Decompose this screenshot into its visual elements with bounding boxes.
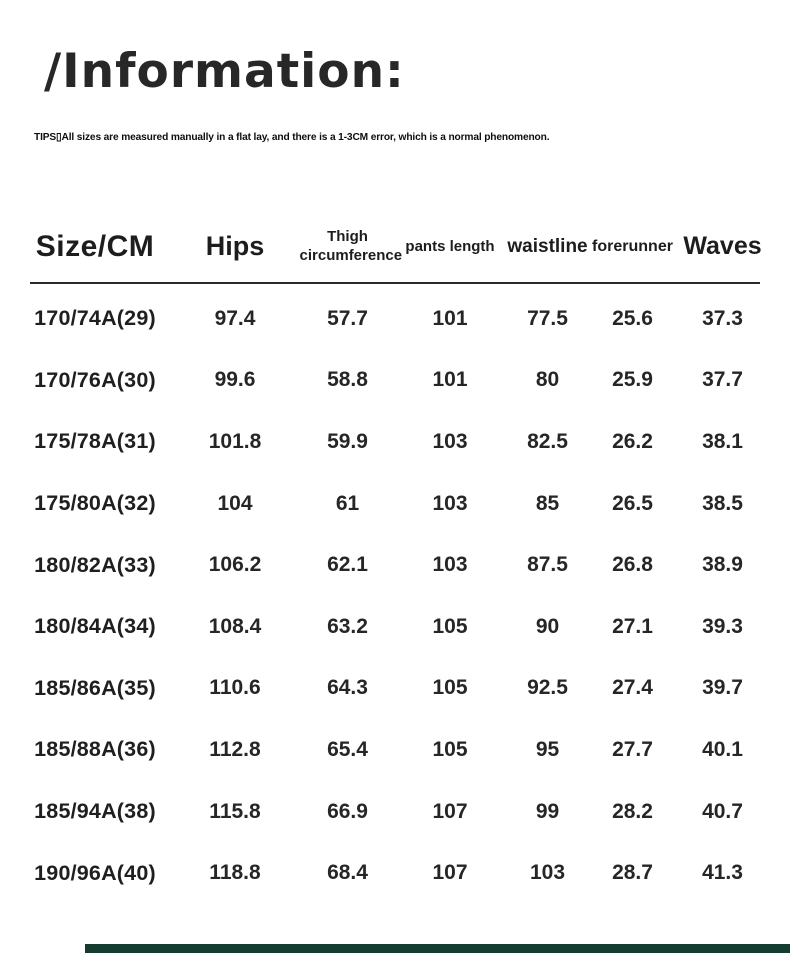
pants-length-cell: 103: [432, 491, 468, 515]
size-cell: 175/78A(31): [34, 429, 156, 454]
column-header-hips: Hips: [205, 231, 265, 262]
hips-cell: 108.4: [208, 614, 262, 638]
table-body: 170/74A(29) 97.4 57.7 101 77.5 25.6 37.3…: [0, 284, 790, 904]
bottom-bar: [85, 944, 790, 953]
waves-cell: 41.3: [702, 861, 743, 885]
waistline-cell: 85: [535, 491, 560, 515]
forerunner-cell: 25.6: [612, 306, 653, 330]
size-cell: 185/88A(36): [34, 737, 156, 762]
waves-cell: 37.3: [702, 306, 743, 330]
hips-cell: 115.8: [209, 799, 261, 823]
page-title: /Information:: [44, 44, 405, 99]
pants-length-cell: 103: [432, 553, 468, 577]
thigh-cell: 59.9: [327, 429, 368, 453]
waistline-cell: 92.5: [527, 676, 568, 700]
forerunner-cell: 25.9: [612, 368, 653, 392]
thigh-cell: 65.4: [327, 737, 368, 761]
column-header-size: Size/CM: [35, 230, 155, 264]
thigh-cell: 61: [335, 491, 360, 515]
pants-length-cell: 107: [432, 861, 468, 885]
size-cell: 185/86A(35): [34, 675, 156, 700]
table-row: 170/76A(30) 99.6 58.8 101 80 25.9 37.7: [20, 350, 790, 412]
pants-length-cell: 105: [432, 737, 468, 761]
table-row: 170/74A(29) 97.4 57.7 101 77.5 25.6 37.3: [20, 288, 790, 350]
size-cell: 180/82A(33): [34, 552, 156, 577]
size-cell: 175/80A(32): [34, 491, 156, 516]
waves-cell: 40.1: [702, 737, 743, 761]
thigh-cell: 64.3: [327, 676, 368, 700]
waistline-cell: 99: [535, 799, 560, 823]
size-cell: 170/74A(29): [34, 306, 156, 331]
hips-cell: 106.2: [208, 553, 262, 577]
pants-length-cell: 101: [432, 368, 468, 392]
forerunner-cell: 27.1: [612, 614, 653, 638]
size-table: Size/CM Hips Thigh circumference pants l…: [0, 212, 790, 904]
column-header-waves: Waves: [683, 232, 762, 261]
forerunner-cell: 27.7: [612, 737, 653, 761]
size-cell: 185/94A(38): [34, 799, 156, 824]
waistline-cell: 103: [529, 861, 566, 885]
waistline-cell: 80: [535, 368, 560, 392]
hips-cell: 112.8: [209, 737, 261, 761]
hips-cell: 97.4: [214, 306, 256, 330]
column-header-thigh-circumference: Thigh circumference: [299, 228, 403, 264]
table-header-row: Size/CM Hips Thigh circumference pants l…: [20, 212, 790, 282]
column-header-forerunner: forerunner: [592, 238, 673, 255]
table-row: 185/86A(35) 110.6 64.3 105 92.5 27.4 39.…: [20, 658, 790, 720]
table-row: 175/78A(31) 101.8 59.9 103 82.5 26.2 38.…: [20, 411, 790, 473]
size-cell: 170/76A(30): [34, 367, 156, 392]
hips-cell: 104: [217, 491, 253, 515]
size-cell: 180/84A(34): [34, 614, 156, 639]
waistline-cell: 82.5: [527, 429, 568, 453]
column-header-waistline: waistline: [507, 236, 588, 258]
waistline-cell: 95: [535, 737, 560, 761]
waves-cell: 38.1: [702, 429, 743, 453]
pants-length-cell: 103: [432, 429, 468, 453]
pants-length-cell: 107: [432, 799, 468, 823]
pants-length-cell: 105: [432, 614, 468, 638]
waves-cell: 39.7: [702, 676, 743, 700]
waves-cell: 40.7: [702, 799, 743, 823]
waves-cell: 37.7: [702, 368, 743, 392]
waves-cell: 39.3: [702, 614, 743, 638]
size-cell: 190/96A(40): [34, 860, 156, 885]
tips-note: TIPS▯All sizes are measured manually in …: [34, 131, 550, 143]
header-divider: [30, 282, 760, 284]
thigh-cell: 68.4: [327, 861, 368, 885]
pants-length-cell: 101: [432, 306, 468, 330]
hips-cell: 110.6: [209, 676, 261, 700]
table-row: 180/84A(34) 108.4 63.2 105 90 27.1 39.3: [20, 596, 790, 658]
table-row: 185/94A(38) 115.8 66.9 107 99 28.2 40.7: [20, 781, 790, 843]
forerunner-cell: 26.5: [612, 491, 653, 515]
thigh-cell: 57.7: [327, 306, 368, 330]
thigh-cell: 58.8: [327, 368, 368, 392]
waistline-cell: 87.5: [527, 553, 568, 577]
forerunner-cell: 26.2: [612, 429, 653, 453]
forerunner-cell: 28.7: [612, 861, 653, 885]
table-row: 185/88A(36) 112.8 65.4 105 95 27.7 40.1: [20, 719, 790, 781]
hips-cell: 118.8: [209, 861, 261, 885]
hips-cell: 101.8: [208, 429, 262, 453]
forerunner-cell: 26.8: [612, 553, 653, 577]
waves-cell: 38.9: [702, 553, 743, 577]
thigh-cell: 66.9: [327, 799, 368, 823]
table-row: 175/80A(32) 104 61 103 85 26.5 38.5: [20, 473, 790, 535]
waves-cell: 38.5: [702, 491, 743, 515]
forerunner-cell: 27.4: [612, 676, 653, 700]
column-header-pants-length: pants length: [405, 237, 495, 255]
thigh-cell: 62.1: [327, 553, 368, 577]
forerunner-cell: 28.2: [612, 799, 653, 823]
table-row: 190/96A(40) 118.8 68.4 107 103 28.7 41.3: [20, 842, 790, 904]
pants-length-cell: 105: [432, 676, 468, 700]
table-row: 180/82A(33) 106.2 62.1 103 87.5 26.8 38.…: [20, 534, 790, 596]
thigh-cell: 63.2: [327, 614, 368, 638]
waistline-cell: 77.5: [527, 306, 568, 330]
hips-cell: 99.6: [214, 368, 256, 392]
waistline-cell: 90: [535, 614, 560, 638]
